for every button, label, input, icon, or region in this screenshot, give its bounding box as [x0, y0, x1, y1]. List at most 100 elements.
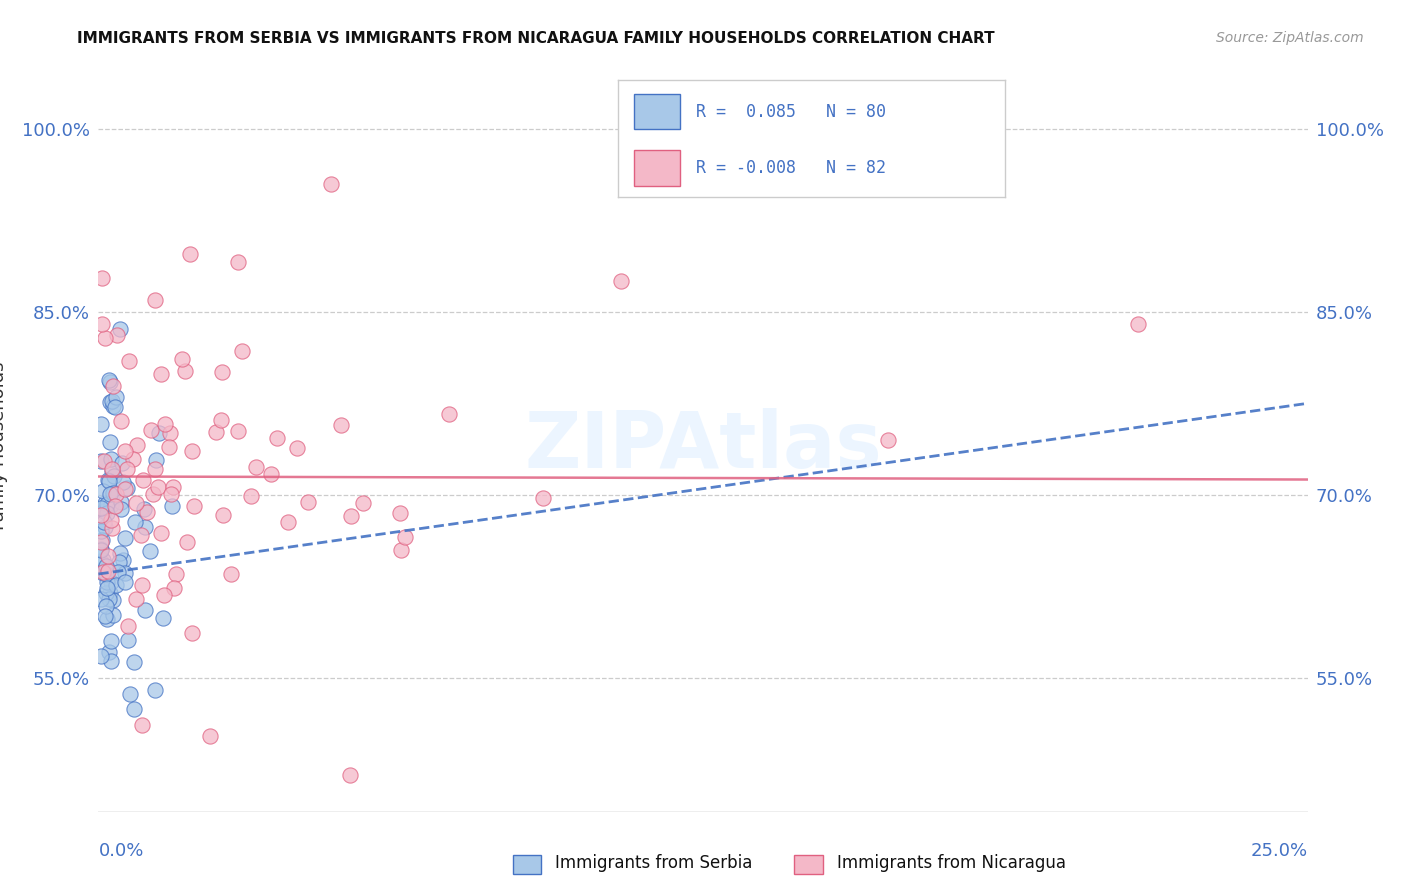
Point	[226, 424, 249, 438]
Point	[114, 566, 136, 580]
Y-axis label: Family Households: Family Households	[0, 362, 8, 530]
Point	[104, 487, 127, 501]
Point	[240, 489, 263, 503]
Point	[110, 546, 132, 560]
Point	[100, 452, 122, 467]
Point	[159, 426, 181, 441]
Point	[94, 331, 117, 345]
Point	[103, 400, 125, 414]
Point	[97, 549, 120, 563]
Point	[90, 555, 112, 569]
Point	[131, 718, 153, 732]
Text: Source: ZipAtlas.com: Source: ZipAtlas.com	[1216, 31, 1364, 45]
Point	[100, 486, 122, 500]
Point	[260, 467, 283, 482]
Point	[179, 247, 201, 261]
Point	[96, 506, 118, 520]
Point	[172, 351, 194, 366]
Point	[143, 682, 166, 697]
Point	[157, 441, 180, 455]
Point	[131, 528, 153, 542]
Point	[98, 586, 121, 600]
Point	[118, 687, 141, 701]
Point	[115, 481, 138, 495]
Point	[394, 530, 416, 544]
Point	[90, 542, 112, 557]
Point	[91, 317, 114, 331]
Point	[339, 509, 361, 524]
Point	[104, 400, 127, 414]
Point	[211, 366, 233, 380]
Point	[162, 480, 184, 494]
Point	[110, 502, 132, 516]
Point	[117, 353, 139, 368]
Point	[145, 453, 167, 467]
Point	[93, 484, 115, 499]
Text: 0.0%: 0.0%	[98, 842, 143, 860]
Point	[127, 437, 149, 451]
Point	[94, 599, 117, 613]
Point	[94, 586, 117, 600]
Point	[277, 516, 299, 530]
Point	[389, 506, 412, 520]
Text: IMMIGRANTS FROM SERBIA VS IMMIGRANTS FROM NICARAGUA FAMILY HOUSEHOLDS CORRELATIO: IMMIGRANTS FROM SERBIA VS IMMIGRANTS FRO…	[77, 31, 995, 46]
Point	[183, 500, 205, 514]
Point	[90, 508, 112, 522]
Point	[91, 270, 114, 285]
Point	[94, 609, 117, 624]
Point	[93, 454, 115, 468]
Point	[101, 486, 124, 500]
Point	[97, 565, 120, 579]
Point	[103, 468, 125, 483]
Point	[93, 520, 115, 534]
Point	[90, 417, 112, 431]
Point	[101, 521, 124, 535]
Point	[389, 543, 412, 558]
Point	[114, 575, 136, 590]
Point	[125, 496, 148, 510]
Point	[135, 505, 157, 519]
Point	[90, 542, 112, 557]
Point	[122, 701, 145, 715]
Point	[173, 364, 195, 378]
Point	[162, 499, 184, 513]
Point	[245, 459, 267, 474]
Point	[143, 293, 166, 308]
Point	[142, 487, 165, 501]
Point	[100, 513, 122, 527]
Point	[90, 454, 112, 468]
Point	[330, 417, 353, 432]
Point	[114, 443, 136, 458]
Point	[96, 497, 118, 511]
Text: 25.0%: 25.0%	[1250, 842, 1308, 860]
Text: ZIPAtlas: ZIPAtlas	[524, 408, 882, 484]
Point	[101, 462, 124, 476]
Point	[114, 482, 136, 496]
Point	[139, 544, 162, 558]
Point	[339, 768, 361, 782]
Point	[98, 395, 121, 409]
Point	[124, 592, 146, 607]
Point	[93, 504, 115, 518]
Point	[111, 456, 134, 470]
Text: Immigrants from Nicaragua: Immigrants from Nicaragua	[837, 855, 1066, 872]
Point	[90, 649, 112, 664]
Point	[209, 413, 232, 427]
Point	[110, 494, 132, 508]
Point	[110, 414, 132, 428]
Point	[101, 394, 124, 409]
Point	[91, 566, 114, 581]
Point	[266, 431, 288, 445]
Point	[200, 729, 222, 743]
Point	[97, 475, 120, 489]
Point	[100, 654, 122, 668]
Point	[117, 618, 139, 632]
Point	[148, 480, 170, 494]
Point	[1128, 317, 1150, 331]
Point	[139, 423, 162, 437]
Point	[90, 592, 112, 607]
Point	[226, 255, 249, 269]
Point	[93, 516, 115, 530]
Point	[114, 532, 136, 546]
Point	[97, 473, 120, 487]
